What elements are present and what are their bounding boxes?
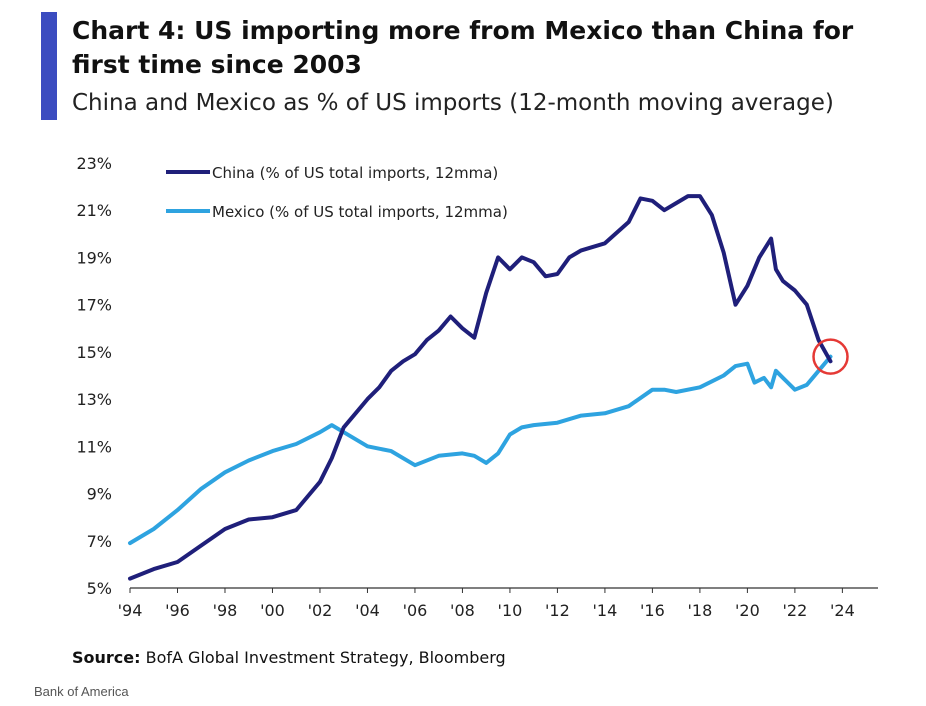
annotation-layer: [812, 338, 849, 375]
x-tick-label: '00: [260, 601, 285, 620]
title-accent-bar: [41, 12, 57, 120]
source-label: Source:: [72, 648, 141, 667]
x-tick-label: '94: [118, 601, 143, 620]
y-tick-label: 23%: [76, 154, 112, 173]
x-tick-label: '24: [830, 601, 855, 620]
highlight-circle: [812, 338, 849, 375]
y-tick-label: 9%: [87, 485, 112, 504]
x-tick-label: '18: [688, 601, 713, 620]
legend-label: Mexico (% of US total imports, 12mma): [212, 203, 508, 221]
legend-label: China (% of US total imports, 12mma): [212, 164, 498, 182]
series-lines: [128, 194, 833, 581]
x-tick-label: '98: [213, 601, 238, 620]
source-note: Source: BofA Global Investment Strategy,…: [72, 648, 506, 667]
x-tick-label: '22: [783, 601, 808, 620]
y-tick-label: 7%: [87, 532, 112, 551]
x-tick-label: '12: [545, 601, 570, 620]
mexico-series-line: [128, 354, 833, 546]
x-tick-label: '16: [640, 601, 665, 620]
chart-subtitle: China and Mexico as % of US imports (12-…: [72, 90, 834, 116]
x-tick-label: '06: [403, 601, 428, 620]
x-tick-label: '04: [355, 601, 380, 620]
chart-title: Chart 4: US importing more from Mexico t…: [72, 16, 854, 79]
y-tick-label: 15%: [76, 343, 112, 362]
y-tick-label: 5%: [87, 579, 112, 598]
credit-text: Bank of America: [34, 684, 129, 699]
legend: China (% of US total imports, 12mma) Mexi…: [166, 164, 508, 221]
y-tick-label: 11%: [76, 437, 112, 456]
y-tick-label: 21%: [76, 201, 112, 220]
x-tick-label: '96: [165, 601, 190, 620]
x-tick-label: '08: [450, 601, 475, 620]
x-tick-label: '02: [308, 601, 333, 620]
x-tick-label: '14: [593, 601, 618, 620]
x-axis-tick-labels: '94 '96 '98 '00 '02 '04 '06 '08 '10 '12 '14 '16 '18 '…: [118, 601, 855, 620]
y-axis-tick-labels: 5% 7% 9% 11% 13% 15% 17% 19% 21% 23%: [76, 154, 112, 598]
x-tick-label: '20: [735, 601, 760, 620]
china-series-line: [128, 194, 833, 581]
x-tick-label: '10: [498, 601, 523, 620]
y-tick-label: 13%: [76, 390, 112, 409]
x-axis: [129, 587, 878, 593]
y-tick-label: 17%: [76, 296, 112, 315]
source-text: BofA Global Investment Strategy, Bloombe…: [145, 648, 506, 667]
y-tick-label: 19%: [76, 248, 112, 267]
line-chart: 5% 7% 9% 11% 13% 15% 17% 19% 21% 23% '94 '96 '98 '00…: [76, 154, 878, 620]
